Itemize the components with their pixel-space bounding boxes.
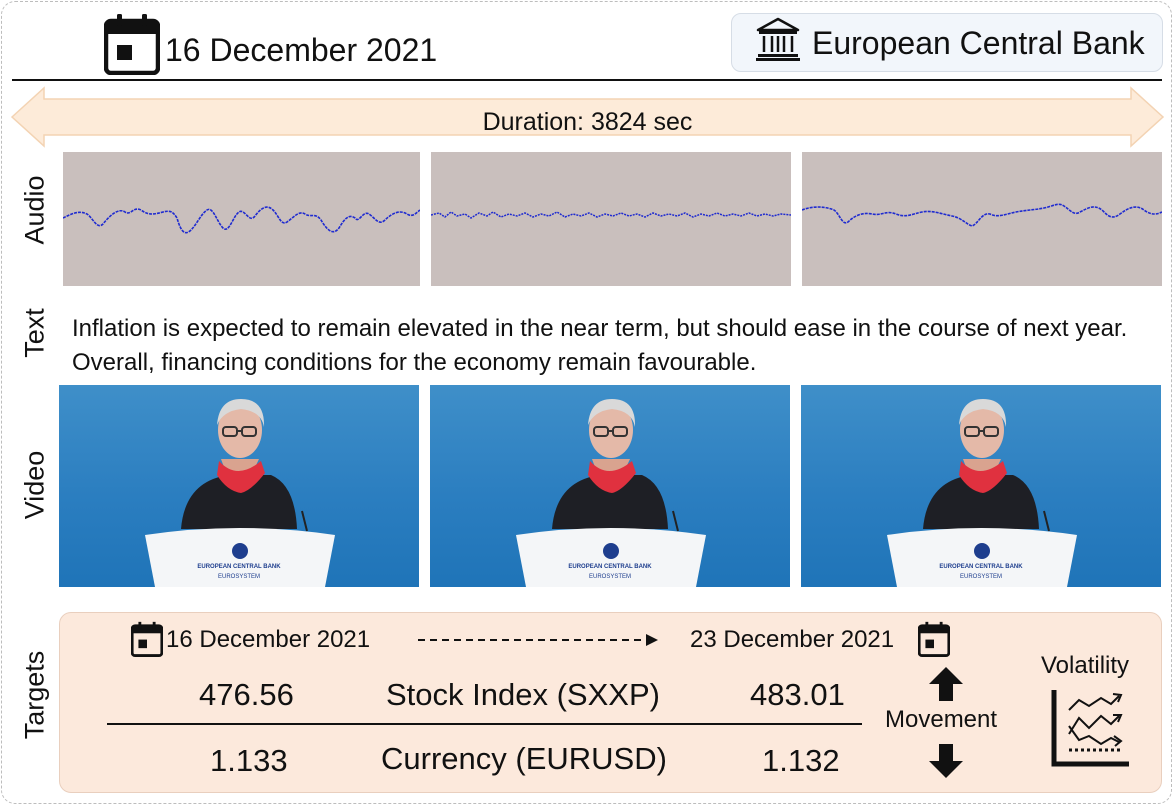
- calendar-icon: [918, 621, 950, 657]
- podium-subtext: EUROSYSTEM: [959, 574, 1002, 580]
- podium-text: EUROPEAN CENTRAL BANK: [939, 564, 1023, 570]
- targets-divider: [107, 723, 862, 725]
- target-start-date: 16 December 2021: [166, 626, 371, 653]
- target-end-date: 23 December 2021: [690, 626, 895, 653]
- targets-panel: [59, 612, 1162, 793]
- movement-label: Movement: [885, 706, 998, 733]
- video-label: Video: [19, 450, 50, 520]
- podium-subtext: EUROSYSTEM: [588, 574, 631, 580]
- speaker-illustration: [516, 399, 706, 587]
- bank-badge: [731, 13, 1163, 72]
- calendar-icon: [104, 14, 160, 75]
- volatility-label: Volatility: [1041, 652, 1130, 679]
- audio-waveform: [62, 206, 421, 234]
- header-divider: [12, 79, 1162, 81]
- podium-subtext: EUROSYSTEM: [217, 574, 260, 580]
- audio-panel: [62, 152, 421, 286]
- volatility-chart-icon: [1051, 690, 1129, 767]
- header-date: 16 December 2021: [165, 32, 438, 68]
- bank-icon: [756, 17, 800, 61]
- speaker-illustration: [145, 399, 335, 587]
- arrow-up-icon: [929, 667, 963, 701]
- video-frame: EUROPEAN CENTRAL BANK EUROSYSTEM: [59, 385, 419, 587]
- calendar-icon: [131, 621, 163, 657]
- arrow-down-icon: [929, 744, 963, 778]
- duration-arrow: [10, 86, 1165, 148]
- audio-panel: [801, 152, 1163, 286]
- audio-panel: [430, 152, 792, 286]
- timeline-arrow: [418, 634, 658, 646]
- currency-end-value: 1.132: [762, 743, 840, 778]
- bank-name: European Central Bank: [812, 25, 1145, 61]
- transcript-excerpt: Inflation is expected to remain elevated…: [72, 315, 1128, 376]
- currency-label: Currency (EURUSD): [381, 741, 667, 776]
- audio-waveform: [430, 211, 792, 219]
- duration-label: Duration: 3824 sec: [482, 108, 693, 136]
- podium-text: EUROPEAN CENTRAL BANK: [197, 564, 281, 570]
- video-frame: EUROPEAN CENTRAL BANK EUROSYSTEM: [801, 385, 1161, 587]
- stock-start-value: 476.56: [199, 677, 294, 712]
- currency-start-value: 1.133: [210, 743, 288, 778]
- audio-label: Audio: [19, 175, 50, 245]
- targets-label: Targets: [19, 650, 50, 740]
- stock-end-value: 483.01: [750, 677, 845, 712]
- audio-waveform: [801, 203, 1163, 227]
- podium-text: EUROPEAN CENTRAL BANK: [568, 564, 652, 570]
- speaker-illustration: [887, 399, 1077, 587]
- text-label: Text: [19, 308, 50, 358]
- video-frame: EUROPEAN CENTRAL BANK EUROSYSTEM: [430, 385, 790, 587]
- stock-label: Stock Index (SXXP): [386, 677, 660, 712]
